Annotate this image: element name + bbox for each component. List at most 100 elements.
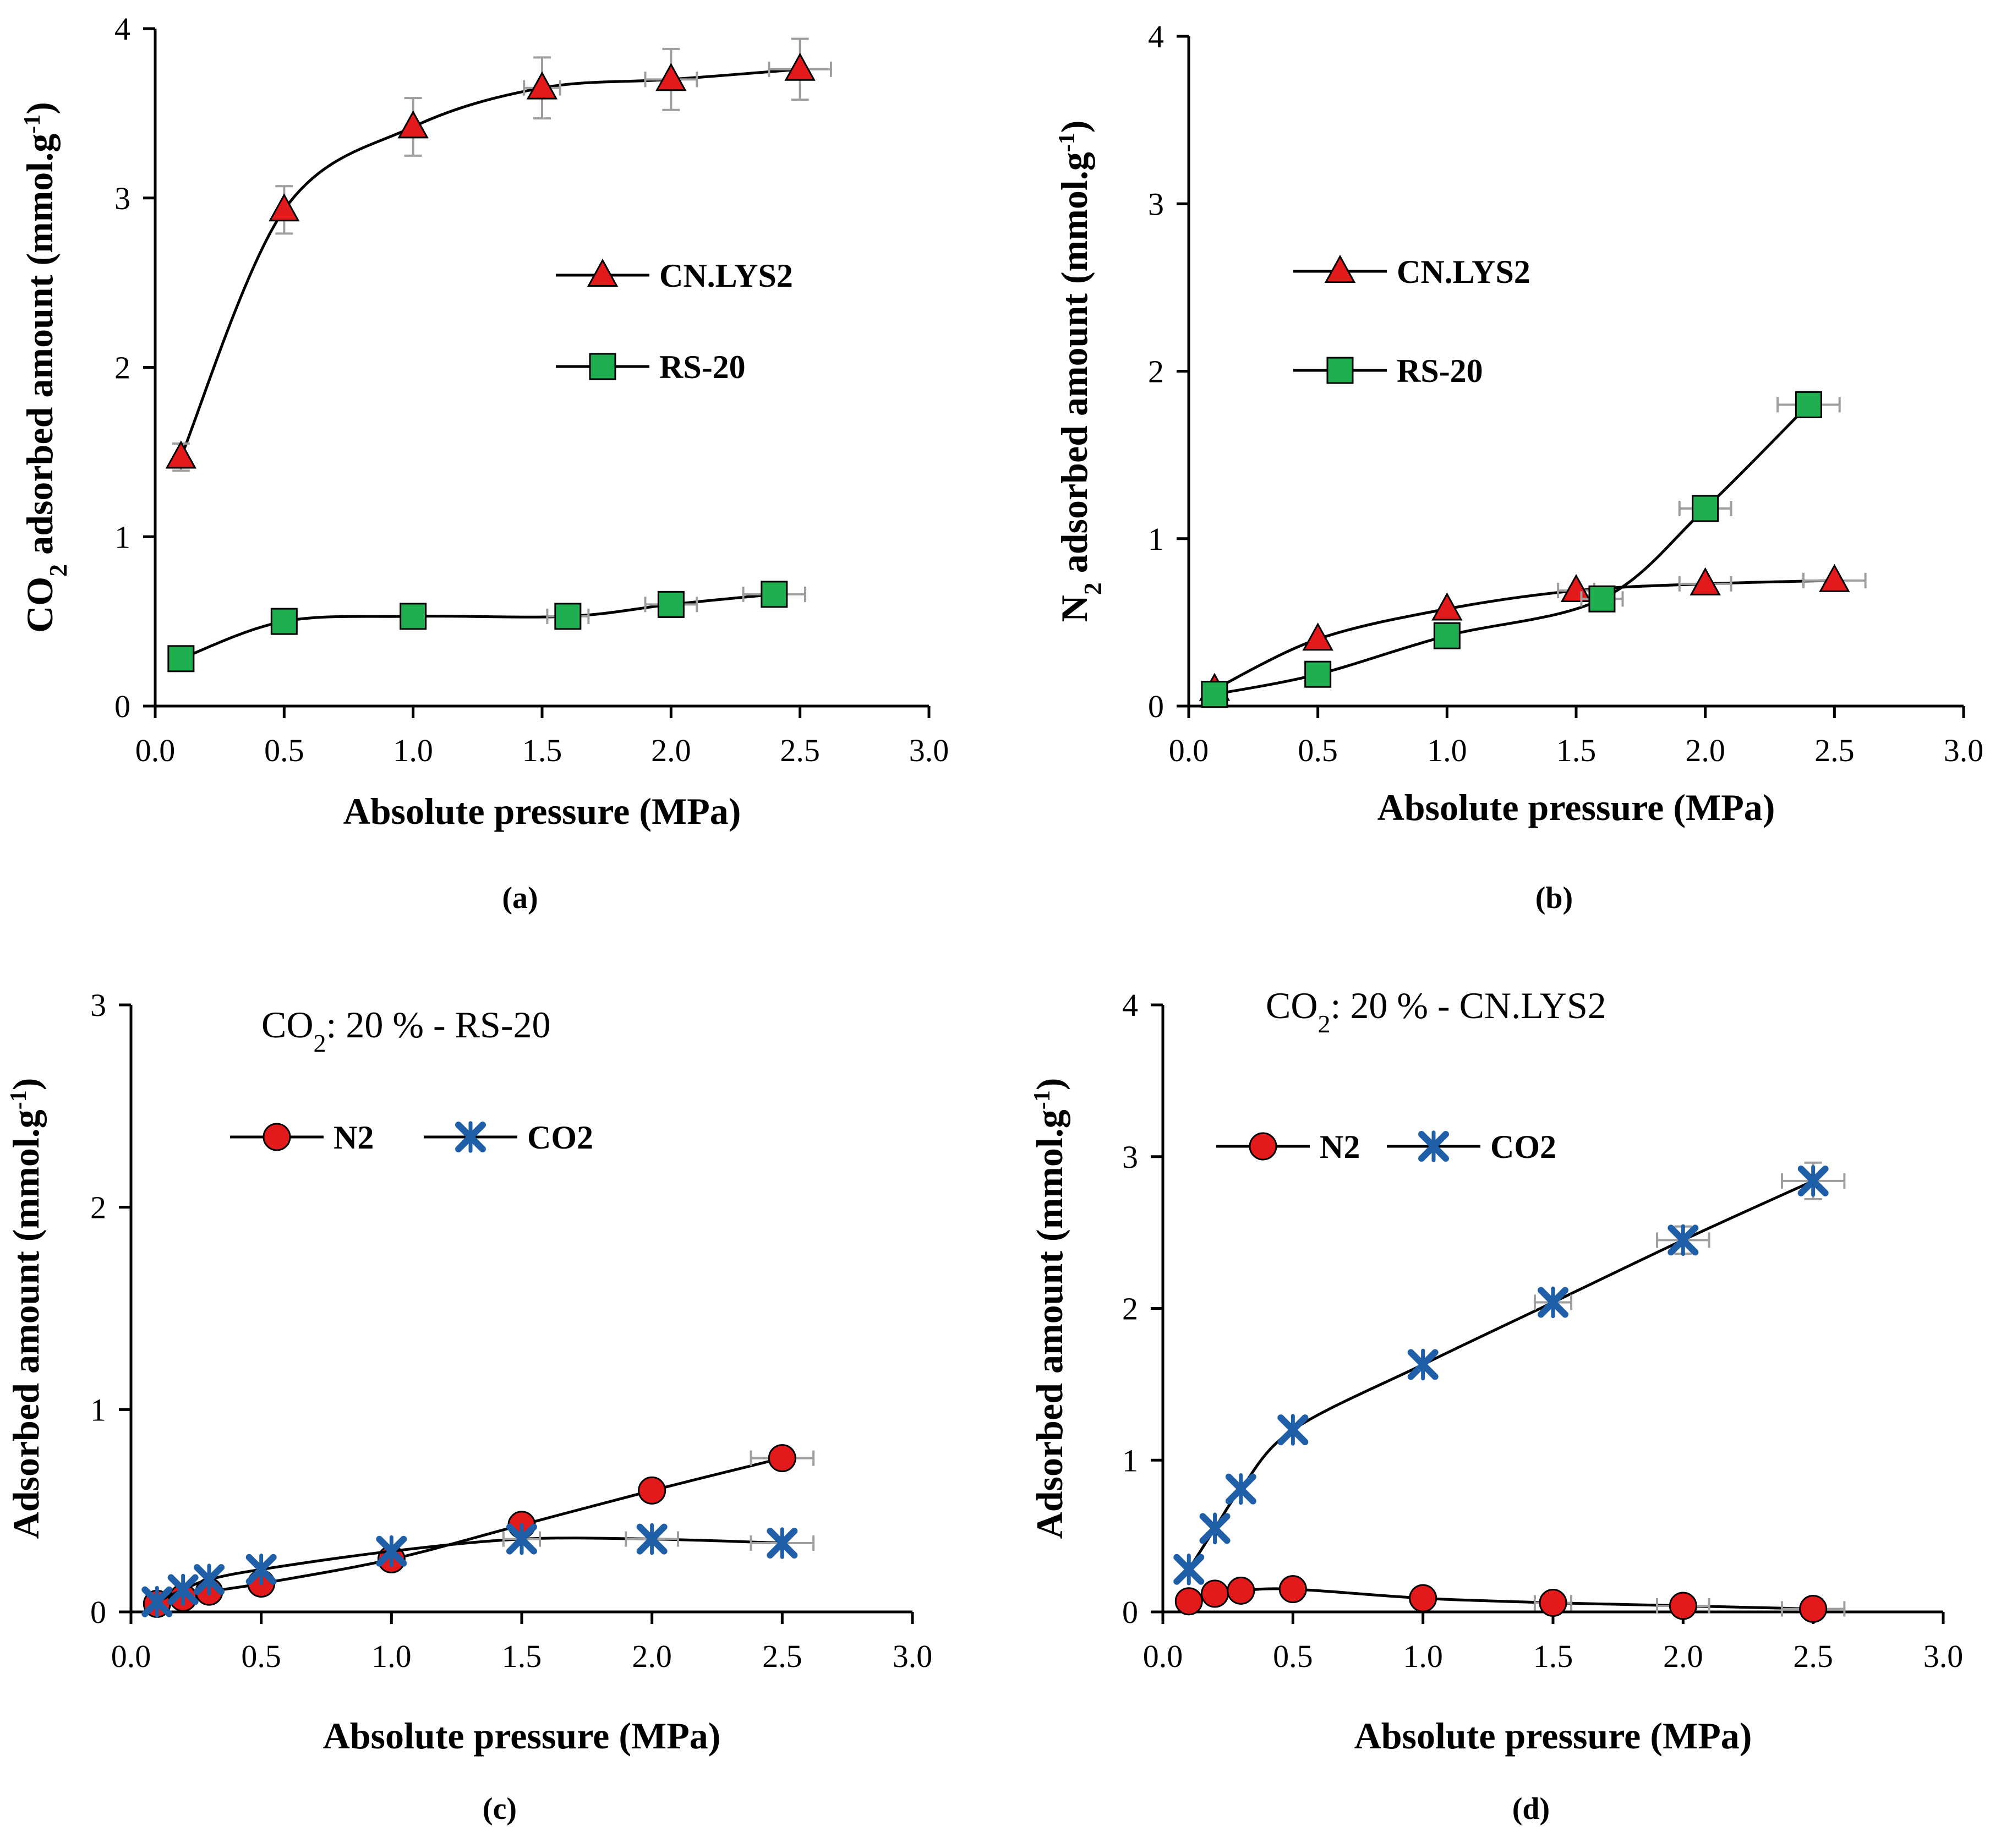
panel-a-legend-marker: [589, 353, 616, 380]
panel-d-data-point: [1278, 1575, 1307, 1604]
panel-b-legend: CN.LYS2 RS-20: [1293, 254, 1530, 389]
panel-d-x-axis-title: Absolute pressure (MPa): [1354, 1715, 1752, 1757]
panel-b-data-point: [1304, 660, 1332, 688]
panel-a-data-point: [761, 581, 788, 608]
panel-a-x-tick-label: 0.0: [135, 732, 176, 768]
panel-d-data-point: [1797, 1165, 1829, 1197]
panel-d-data-point: [1799, 1594, 1828, 1623]
panel-b-data-point: [1795, 391, 1822, 418]
panel-d-x-tick-label: 3.0: [1923, 1638, 1964, 1674]
panel-a-x-tick-label: 1.5: [522, 732, 562, 768]
panel-c-legend-marker: [263, 1123, 291, 1151]
panel-d-y-tick-label: 4: [1122, 987, 1138, 1023]
panel-b-y-tick-label: 1: [1148, 521, 1164, 557]
panel-a-data-point: [397, 110, 429, 139]
panel-d-legend-label: CO2: [1490, 1129, 1556, 1165]
panel-b-series-cn-lys2: [1199, 564, 1867, 701]
panel-a-x-tick-label: 2.0: [651, 732, 691, 768]
panel-a-data-point: [554, 603, 582, 630]
panel-b-data-point: [1690, 567, 1721, 595]
panel-b-series-rs-20: [1201, 391, 1841, 708]
panel-c-data-point: [194, 1563, 225, 1595]
panel-a-data-point: [526, 71, 558, 100]
panel-a-y-tick-label: 3: [114, 181, 130, 216]
panel-c-series-n2: [143, 1444, 815, 1618]
panel-a-x-tick-label: 3.0: [909, 732, 949, 768]
panel-b-y-tick-label: 4: [1148, 19, 1164, 54]
panel-d-data-point: [1173, 1553, 1205, 1585]
panel-b-y-tick-label: 3: [1148, 186, 1164, 222]
panel-b-legend-marker: [1326, 357, 1354, 384]
panel-c-annotation: CO2: 20 % - RS-20: [261, 1004, 550, 1057]
panel-d-data-point: [1669, 1592, 1697, 1620]
panel-b-data-point: [1431, 592, 1463, 621]
panel-d-data-point: [1409, 1584, 1437, 1612]
panel-c-y-tick-label: 3: [90, 987, 106, 1023]
panel-a-label: (a): [502, 881, 538, 915]
panel-c-x-tick-label: 0.0: [111, 1638, 151, 1674]
panel-c-data-point: [506, 1523, 537, 1555]
panel-c-data-point: [376, 1535, 407, 1567]
panel-c: 0.0 0.5 1.0 1.5 2.0 2.5 3.0 0 1 2 3 Absolute pressu…: [5, 987, 932, 1826]
panel-d-x-tick-label: 0.5: [1273, 1638, 1313, 1674]
panel-d-x-tick-label: 2.5: [1793, 1638, 1833, 1674]
panel-d-y-tick-label: 0: [1122, 1594, 1138, 1630]
panel-c-data-point: [141, 1585, 173, 1618]
panel-c-data-point: [768, 1444, 796, 1473]
panel-b-x-tick-label: 1.0: [1427, 732, 1467, 768]
panel-c-x-tick-label: 1.0: [371, 1638, 412, 1674]
panel-c-y-tick-label: 0: [90, 1594, 106, 1630]
panel-b-data-point: [1588, 585, 1616, 613]
panel-c-legend-marker: [455, 1121, 486, 1153]
panel-d-annotation: CO2: 20 % - CN.LYS2: [1266, 985, 1606, 1038]
panel-d-data-point: [1227, 1576, 1255, 1605]
panel-a-legend-label: CN.LYS2: [659, 258, 793, 294]
panel-a-x-tick-label: 2.5: [780, 732, 820, 768]
panel-b-x-tick-label: 1.5: [1556, 732, 1597, 768]
panel-a-data-point: [784, 52, 816, 81]
panel-d-data-point: [1277, 1414, 1309, 1446]
panel-d-data-point: [1407, 1348, 1439, 1381]
panel-d-y-axis-title: Adsorbed amount (mmol.g-1): [1029, 1078, 1070, 1539]
panel-c-x-axis-title: Absolute pressure (MPa): [323, 1715, 721, 1757]
panel-a-y-axis-title: CO2 adsorbed amount (mmol.g-1): [19, 102, 72, 633]
panel-d-data-point: [1539, 1588, 1567, 1617]
panel-d-data-point: [1668, 1224, 1699, 1256]
panel-d-legend-marker: [1418, 1130, 1449, 1162]
panel-a-legend-marker: [587, 258, 619, 287]
panel-b-y-axis-title: N2 adsorbed amount (mmol.g-1): [1053, 121, 1107, 622]
panel-b-x-tick-label: 0.0: [1169, 732, 1209, 768]
panel-a-series-cn-lys2: [165, 37, 832, 472]
panel-b-data-point: [1692, 495, 1719, 522]
panel-d-series-curve: [1188, 1179, 1814, 1571]
panel-c-data-point: [636, 1523, 668, 1555]
panel-b-legend-marker: [1324, 254, 1356, 283]
panel-d-legend: N2 CO2: [1216, 1129, 1556, 1165]
panel-b-legend-label: RS-20: [1397, 353, 1483, 389]
panel-a-data-point: [269, 193, 300, 222]
panel-c-legend: N2 CO2: [230, 1119, 593, 1156]
panel-d-series-co2: [1173, 1161, 1846, 1585]
panel-c-legend-label: CO2: [527, 1119, 593, 1156]
panel-d: 0.0 0.5 1.0 1.5 2.0 2.5 3.0 0 1 2 3 4 Absolute press…: [1029, 985, 1963, 1826]
panel-c-x-tick-label: 2.0: [632, 1638, 672, 1674]
panel-c-legend-label: N2: [334, 1119, 374, 1156]
panel-a-y-tick-label: 4: [114, 11, 130, 47]
panel-c-y-axis-title: Adsorbed amount (mmol.g-1): [5, 1078, 47, 1539]
panel-d-legend-marker: [1249, 1132, 1277, 1161]
panel-a-legend-label: RS-20: [659, 349, 746, 385]
panel-a-y-tick-label: 1: [114, 519, 130, 555]
panel-a-data-point: [167, 645, 195, 673]
panel-c-x-tick-label: 2.5: [762, 1638, 802, 1674]
panel-a-data-point: [655, 63, 687, 91]
panel-b-x-tick-label: 0.5: [1298, 732, 1338, 768]
panel-b-x-axis-title: Absolute pressure (MPa): [1377, 786, 1775, 828]
panel-a-data-point: [270, 608, 298, 635]
panel-a-y-tick-label: 2: [114, 350, 130, 386]
panel-b-y-tick-label: 0: [1148, 688, 1164, 724]
panel-d-x-tick-label: 2.0: [1663, 1638, 1703, 1674]
panel-b-x-tick-label: 3.0: [1944, 732, 1984, 768]
panel-c-data-point: [767, 1527, 798, 1559]
panel-a-x-tick-label: 0.5: [264, 732, 304, 768]
